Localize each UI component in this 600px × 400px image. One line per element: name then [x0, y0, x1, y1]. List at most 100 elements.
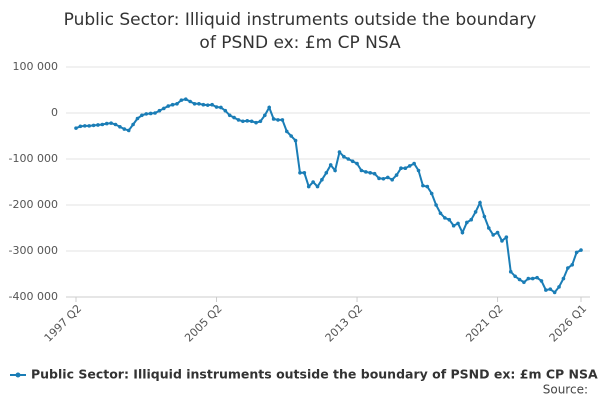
y-tick-label: 100 000 [13, 60, 59, 73]
point [170, 102, 175, 107]
point [561, 276, 566, 281]
point [276, 118, 280, 122]
point [280, 118, 285, 122]
point [148, 111, 153, 116]
point [284, 129, 289, 134]
legend-label: Public Sector: Illiquid instruments outs… [31, 367, 598, 382]
point [451, 223, 456, 228]
point [324, 171, 329, 175]
point [469, 217, 474, 222]
point [126, 128, 131, 133]
point [258, 119, 263, 124]
point [508, 269, 513, 274]
point [118, 125, 122, 129]
point [504, 235, 509, 239]
point [500, 239, 504, 243]
x-tick-label: 2013 Q2 [323, 302, 366, 345]
point [315, 184, 320, 189]
point [306, 184, 311, 189]
point [364, 170, 368, 174]
point [82, 124, 87, 128]
point [210, 102, 214, 107]
point [403, 166, 408, 170]
point [113, 122, 118, 127]
y-tick-label: -200 000 [9, 198, 58, 211]
point [100, 122, 105, 127]
point [486, 226, 491, 230]
point [491, 233, 495, 237]
point [157, 108, 162, 113]
point [241, 119, 245, 124]
point [162, 106, 166, 111]
point [153, 111, 157, 115]
x-tick-label: 2005 Q2 [182, 302, 225, 345]
point [539, 279, 544, 283]
point [566, 266, 570, 270]
point [227, 113, 232, 118]
y-tick-label: -300 000 [9, 244, 58, 257]
point [197, 102, 201, 106]
y-tick-label: -400 000 [9, 290, 58, 303]
point [425, 184, 430, 189]
point [407, 164, 412, 168]
point [377, 176, 381, 181]
point [298, 171, 302, 175]
point [236, 118, 241, 122]
point [355, 161, 359, 166]
legend-marker [15, 372, 21, 378]
point [434, 203, 438, 207]
point [579, 248, 583, 252]
x-tick-label: 2026 Q1 [547, 302, 590, 345]
point [104, 121, 109, 126]
point [394, 173, 399, 177]
y-tick-label: 0 [51, 106, 58, 119]
point [522, 280, 526, 285]
point [245, 119, 250, 123]
point [399, 166, 403, 170]
point [201, 102, 206, 107]
point [478, 200, 482, 205]
point [179, 98, 184, 102]
point [530, 276, 535, 281]
point [548, 287, 553, 291]
point [456, 221, 460, 226]
point [91, 123, 96, 128]
point [254, 120, 258, 125]
point [482, 214, 487, 219]
point [205, 103, 210, 107]
point [74, 126, 78, 130]
point [337, 150, 342, 154]
point [188, 99, 192, 104]
point [473, 210, 478, 214]
point [175, 102, 179, 106]
point [465, 220, 469, 225]
point [219, 105, 223, 110]
point [140, 113, 144, 118]
point [166, 104, 171, 108]
point [131, 122, 135, 127]
chart-title: Public Sector: Illiquid instruments outs… [64, 10, 537, 53]
point [544, 288, 548, 292]
point [346, 157, 351, 161]
point [223, 108, 228, 113]
point [412, 161, 416, 166]
point [421, 183, 425, 188]
point [78, 124, 83, 129]
point [122, 127, 127, 131]
point [271, 117, 276, 121]
point [87, 124, 91, 128]
x-tick-label: 2021 Q2 [463, 302, 506, 345]
point [368, 171, 373, 175]
point [302, 171, 307, 175]
point [328, 163, 333, 167]
point [267, 105, 272, 110]
point [311, 180, 315, 184]
point [460, 230, 465, 235]
point [535, 275, 539, 280]
point [289, 134, 293, 138]
x-tick-label: 1997 Q2 [42, 302, 85, 345]
point [232, 115, 236, 120]
point [390, 177, 394, 182]
point [495, 230, 500, 235]
